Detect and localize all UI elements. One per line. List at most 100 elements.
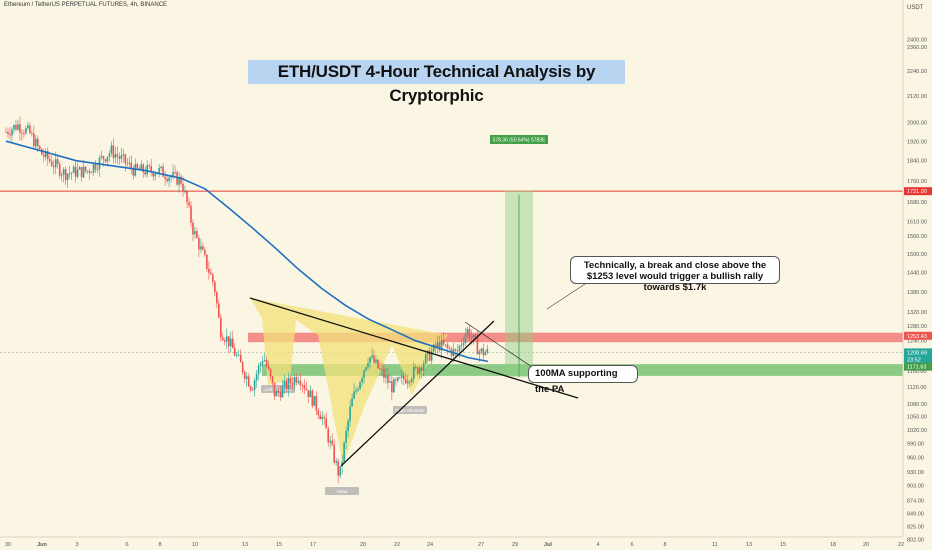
candle-body (371, 355, 373, 358)
x-tick-label: 8 (158, 542, 161, 548)
price-tag-bg (904, 355, 932, 364)
candle-body (231, 338, 234, 349)
candle-body (188, 202, 190, 206)
candle-body (227, 336, 230, 347)
candle-body (355, 390, 357, 392)
y-tick-label: 903.00 (907, 483, 924, 489)
x-tick-label: 6 (630, 542, 633, 548)
candle-body (299, 380, 302, 386)
candle-body (214, 281, 216, 293)
candle-body (112, 145, 115, 158)
candle-body (482, 348, 485, 356)
candle-body (110, 145, 113, 154)
candle-body (102, 156, 105, 160)
candle-body (132, 168, 135, 176)
candle-body (365, 367, 367, 371)
candle-body (184, 191, 186, 193)
candle-body (301, 385, 304, 386)
candle-body (90, 172, 93, 174)
candle-body (293, 377, 296, 385)
candle-body (287, 378, 290, 390)
candle-body (247, 376, 250, 387)
candle-body (180, 176, 182, 184)
candle-body (335, 460, 337, 463)
candle-body (76, 169, 79, 177)
candle-body (68, 173, 71, 175)
price-tag-label: 23:52 (907, 357, 921, 363)
candle-body (277, 391, 280, 393)
candle-body (35, 138, 37, 147)
candle-body (190, 205, 192, 223)
candle-body (220, 317, 222, 338)
candle-body (472, 334, 475, 338)
x-tick-label: 13 (746, 542, 752, 548)
candle-body (218, 303, 220, 318)
candle-body (343, 442, 345, 462)
candle-body (327, 428, 330, 443)
candle-body (42, 154, 45, 157)
candle-body (48, 158, 51, 162)
candle-body (259, 363, 262, 366)
candle-body (108, 153, 111, 157)
y-tick-label: 990.00 (907, 441, 924, 447)
y-tick-label: 1440.00 (907, 271, 927, 277)
price-tag-label: 1171.63 (907, 365, 926, 371)
candle-body (303, 385, 306, 389)
x-tick-label: 15 (276, 542, 282, 548)
x-tick-label: 20 (360, 542, 366, 548)
candle-body (72, 166, 75, 173)
candle-body (251, 389, 254, 391)
candle-body (7, 131, 9, 135)
candle-body (321, 416, 324, 420)
y-tick-label: 874.00 (907, 498, 924, 504)
candle-body (393, 379, 395, 393)
candle-body (444, 344, 447, 346)
candle-body (464, 334, 467, 344)
candle-body (80, 167, 83, 178)
candle-body (56, 159, 59, 164)
candle-body (120, 155, 123, 159)
candle-body (44, 151, 47, 157)
candle-body (460, 345, 463, 346)
candle-body (13, 124, 15, 130)
candle-body (130, 162, 133, 169)
chart-title: ETH/USDT 4-Hour Technical Analysis by Cr… (248, 60, 625, 105)
candle-body (275, 391, 278, 397)
candle-body (401, 375, 403, 378)
candle-body (331, 440, 333, 445)
candle-body (54, 159, 57, 168)
x-tick-label: 15 (780, 542, 786, 548)
ma-100-line (5, 140, 489, 363)
x-tick-label: 22 (394, 542, 400, 548)
candle-body (170, 176, 172, 178)
x-tick-label: 6 (125, 542, 128, 548)
candle-body (359, 382, 361, 390)
pattern-fill (250, 298, 448, 465)
x-tick-label: Jun (37, 542, 47, 548)
y-tick-label: 1610.00 (907, 220, 927, 226)
x-tick-label: 4 (596, 542, 599, 548)
candle-body (15, 124, 17, 130)
candle-body (152, 171, 154, 177)
candle-body (313, 395, 316, 406)
candle-body (478, 351, 481, 355)
candle-body (369, 357, 371, 364)
candle-body (375, 359, 377, 363)
candle-body (39, 146, 41, 149)
candle-body (160, 166, 162, 168)
candle-body (339, 466, 341, 476)
candle-body (29, 125, 31, 134)
candle-body (428, 350, 431, 361)
candle-body (319, 415, 322, 420)
pattern-label: Head (337, 489, 348, 494)
y-tick-label: 1080.00 (907, 402, 927, 408)
candle-body (172, 171, 174, 177)
candle-body (458, 345, 461, 352)
x-tick-label: 24 (427, 542, 433, 548)
candle-body (408, 381, 411, 383)
y-tick-label: 1680.00 (907, 200, 927, 206)
candle-body (377, 359, 379, 369)
candle-body (315, 395, 318, 411)
